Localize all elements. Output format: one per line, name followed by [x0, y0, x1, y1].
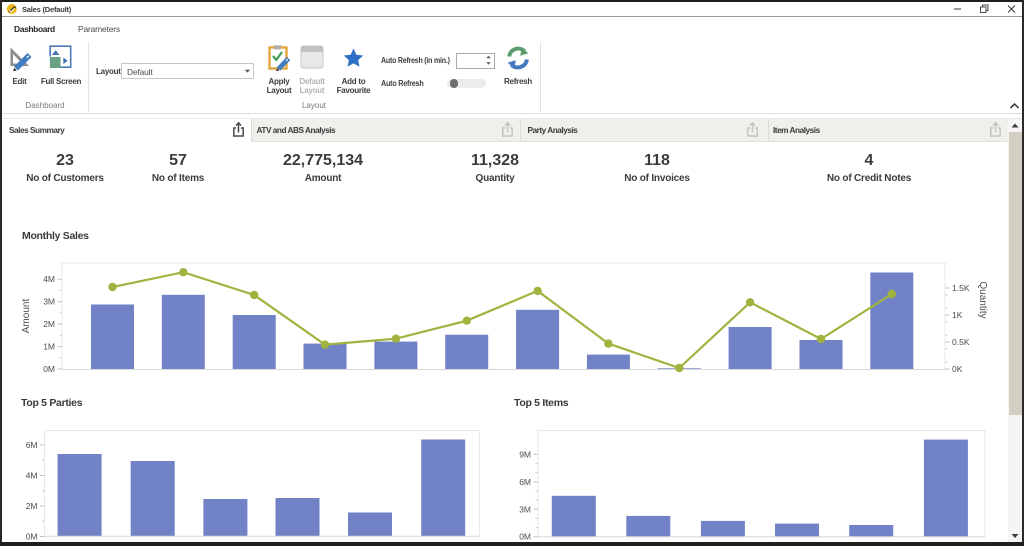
svg-text:4M: 4M [26, 471, 38, 481]
svg-text:6M: 6M [26, 440, 38, 450]
svg-text:0.5K: 0.5K [952, 337, 970, 347]
svg-text:1K: 1K [952, 310, 963, 320]
svg-text:0M: 0M [43, 364, 55, 374]
svg-text:1.5K: 1.5K [952, 283, 970, 293]
svg-text:1M: 1M [43, 342, 55, 352]
svg-text:9M: 9M [519, 449, 531, 459]
svg-text:Amount: Amount [21, 299, 32, 334]
svg-text:2M: 2M [26, 501, 38, 511]
svg-text:0M: 0M [519, 532, 531, 542]
svg-text:6M: 6M [519, 477, 531, 487]
svg-text:3M: 3M [43, 297, 55, 307]
svg-text:0K: 0K [952, 364, 963, 374]
svg-text:3M: 3M [519, 504, 531, 514]
svg-text:0M: 0M [26, 532, 38, 542]
svg-text:Quantity: Quantity [977, 281, 988, 318]
svg-text:2M: 2M [43, 319, 55, 329]
svg-text:4M: 4M [43, 274, 55, 284]
